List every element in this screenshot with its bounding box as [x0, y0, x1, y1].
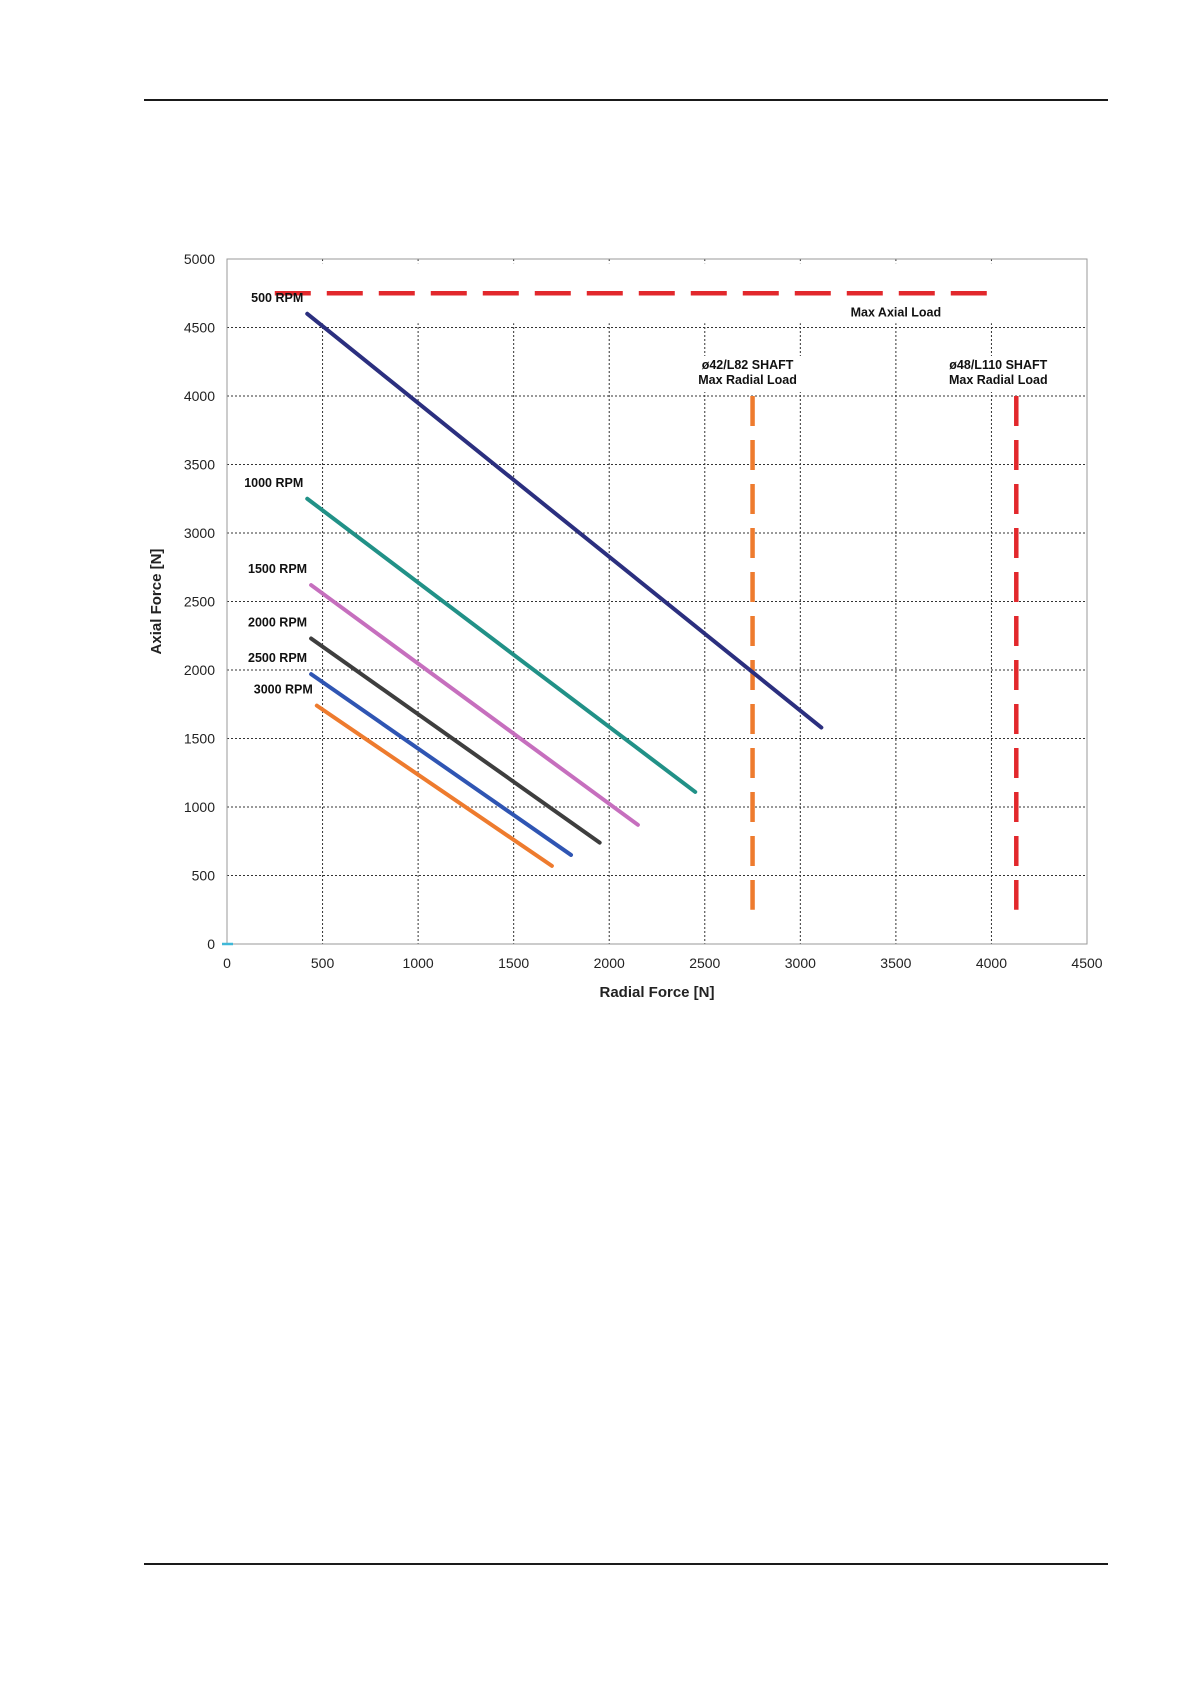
x-tick-label: 3500	[880, 955, 911, 971]
x-tick-label: 4500	[1071, 955, 1102, 971]
series-line	[305, 496, 698, 794]
y-tick-label: 3000	[184, 525, 215, 541]
x-tick-label: 500	[311, 955, 335, 971]
x-tick-label: 3000	[785, 955, 816, 971]
series-label: 500 RPM	[251, 291, 303, 305]
x-tick-label: 1000	[403, 955, 434, 971]
y-tick-label: 0	[207, 936, 215, 952]
x-tick-label: 2500	[689, 955, 720, 971]
shaft-42-label: ø42/L82 SHAFT	[702, 358, 794, 372]
series-line	[309, 672, 573, 857]
series-label: 1000 RPM	[244, 476, 303, 490]
series-line	[314, 703, 554, 868]
max-axial-load-label: Max Axial Load	[851, 305, 942, 319]
series-label: 3000 RPM	[254, 683, 313, 697]
y-tick-label: 1500	[184, 731, 215, 747]
series-line	[305, 311, 824, 730]
series-layer: 500 RPM 1000 RPM 1500 RPM 2000 RPM 2500 RPM 3…	[244, 291, 824, 868]
y-tick-label: 3500	[184, 457, 215, 473]
annotation-mask	[690, 356, 815, 392]
x-tick-label: 1500	[498, 955, 529, 971]
footer-rule	[144, 1563, 1108, 1565]
tick-layer: 0 500 1000 1500 2000 2500 3000 3500 4000 4500 0 500…	[184, 251, 1103, 971]
shaft-48-label: Max Radial Load	[949, 373, 1048, 387]
x-tick-label: 0	[223, 955, 231, 971]
annotation-mask	[954, 356, 1079, 392]
y-tick-label: 2000	[184, 662, 215, 678]
y-axis-title: Axial Force [N]	[148, 549, 165, 655]
y-tick-label: 4500	[184, 320, 215, 336]
series-line	[309, 636, 602, 845]
y-tick-label: 5000	[184, 251, 215, 267]
series-label: 2500 RPM	[248, 651, 307, 665]
x-tick-label: 4000	[976, 955, 1007, 971]
y-tick-label: 500	[192, 868, 216, 884]
x-axis-title: Radial Force [N]	[599, 984, 714, 1001]
series-label: 2000 RPM	[248, 615, 307, 629]
y-tick-label: 1000	[184, 799, 215, 815]
chart-grid	[227, 259, 1087, 944]
shaft-48-label: ø48/L110 SHAFT	[949, 358, 1047, 372]
series-label: 1500 RPM	[248, 562, 307, 576]
series-line	[309, 583, 640, 827]
header-rule	[144, 99, 1108, 101]
x-tick-label: 2000	[594, 955, 625, 971]
y-tick-label: 4000	[184, 388, 215, 404]
shaft-42-label: Max Radial Load	[698, 373, 797, 387]
plot-frame	[226, 258, 1088, 945]
y-tick-label: 2500	[184, 594, 215, 610]
